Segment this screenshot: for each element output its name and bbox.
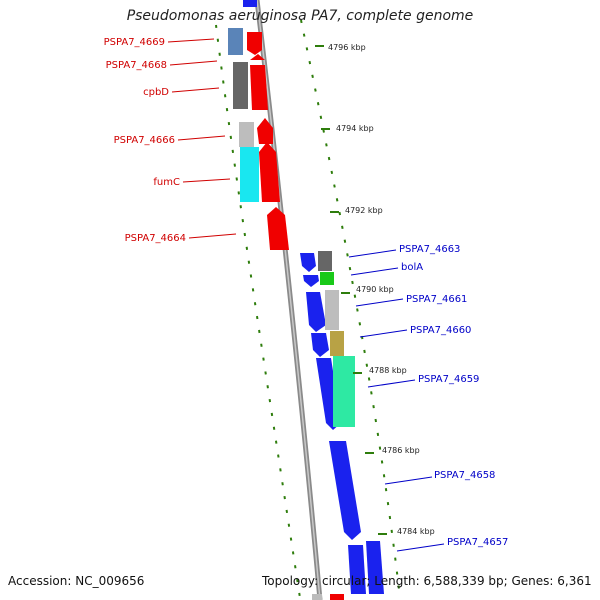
bottom-partial-feature <box>330 594 344 600</box>
gene-label-text[interactable]: PSPA7_4664 <box>125 233 186 244</box>
forward-gene-arrow <box>257 118 273 144</box>
gene-label-text[interactable]: PSPA7_4661 <box>406 294 467 305</box>
gene-label-text[interactable]: PSPA7_4666 <box>114 135 175 146</box>
cog-band-block <box>239 122 254 147</box>
cog-band-block <box>318 251 332 271</box>
right-gene-label[interactable]: PSPA7_4658 <box>384 470 495 485</box>
left-gene-label[interactable]: PSPA7_4669 <box>104 37 215 48</box>
kbp-tick: 4796 kbp <box>315 43 366 52</box>
kbp-tick: 4788 kbp <box>353 366 407 375</box>
reverse-gene-arrow <box>300 253 316 272</box>
right-gene-label[interactable]: PSPA7_4659 <box>367 374 479 388</box>
kbp-tick: 4792 kbp <box>330 206 383 215</box>
top-partial-blue-feature <box>243 0 257 7</box>
kbp-label: 4790 kbp <box>356 285 394 294</box>
left-gene-label[interactable]: PSPA7_4666 <box>114 135 226 146</box>
cog-band-block <box>233 62 248 109</box>
kbp-label: 4788 kbp <box>369 366 407 375</box>
right-gene-label[interactable]: PSPA7_4663 <box>348 244 460 258</box>
reverse-gene-arrow <box>311 333 329 357</box>
kbp-tick: 4790 kbp <box>341 285 394 294</box>
map-title: Pseudomonas aeruginosa PA7, complete gen… <box>126 8 474 24</box>
reverse-gene-arrow <box>366 541 384 594</box>
right-gene-label[interactable]: bolA <box>350 262 423 276</box>
gene-label-text[interactable]: fumC <box>153 177 180 188</box>
gene-label-text[interactable]: PSPA7_4663 <box>399 244 460 255</box>
gene-label-text[interactable]: PSPA7_4658 <box>434 470 495 481</box>
cog-band-block <box>325 290 339 330</box>
right-gene-label[interactable]: PSPA7_4657 <box>396 537 508 552</box>
kbp-label: 4794 kbp <box>336 124 374 133</box>
reverse-gene-arrow <box>303 275 319 287</box>
kbp-tick: 4794 kbp <box>321 124 374 133</box>
kbp-tick: 4784 kbp <box>378 527 435 536</box>
right-gene-label[interactable]: PSPA7_4661 <box>355 294 467 307</box>
gene-label-text[interactable]: PSPA7_4668 <box>106 60 167 71</box>
gene-label-text[interactable]: PSPA7_4659 <box>418 374 479 385</box>
cog-band-block <box>320 272 334 285</box>
topology-text: Topology: circular; Length: 6,588,339 bp… <box>262 574 592 588</box>
left-gene-label[interactable]: fumC <box>153 177 231 188</box>
cog-band-block <box>333 356 355 427</box>
cog-band-block <box>240 147 259 202</box>
kbp-label: 4786 kbp <box>382 446 420 455</box>
kbp-label: 4784 kbp <box>397 527 435 536</box>
left-gene-label[interactable]: PSPA7_4668 <box>106 60 218 71</box>
bottom-partial-feature <box>312 594 322 600</box>
gene-label-text[interactable]: bolA <box>401 262 423 273</box>
right-gene-label[interactable]: PSPA7_4660 <box>359 325 471 338</box>
cog-band-block <box>228 28 243 55</box>
reverse-gene-arrow <box>348 545 366 594</box>
gene-label-text[interactable]: PSPA7_4669 <box>104 37 165 48</box>
left-gene-label[interactable]: PSPA7_4664 <box>125 233 237 244</box>
reverse-gene-arrow <box>306 292 326 332</box>
inner-ruler-track <box>215 24 301 599</box>
kbp-label: 4796 kbp <box>328 43 366 52</box>
forward-gene-arrow <box>250 54 265 60</box>
cog-band-block <box>330 331 344 356</box>
forward-gene-arrow <box>267 207 289 250</box>
forward-gene-arrow <box>247 32 262 55</box>
reverse-gene-arrow <box>329 441 361 540</box>
gene-label-text[interactable]: cpbD <box>143 87 169 98</box>
forward-gene-arrow <box>259 142 280 202</box>
gene-label-text[interactable]: PSPA7_4657 <box>447 537 508 548</box>
gene-label-text[interactable]: PSPA7_4660 <box>410 325 471 336</box>
accession-text: Accession: NC_009656 <box>8 574 145 588</box>
left-gene-label[interactable]: cpbD <box>143 87 220 98</box>
forward-gene-arrow <box>250 65 268 110</box>
kbp-label: 4792 kbp <box>345 206 383 215</box>
kbp-tick: 4786 kbp <box>365 446 420 455</box>
